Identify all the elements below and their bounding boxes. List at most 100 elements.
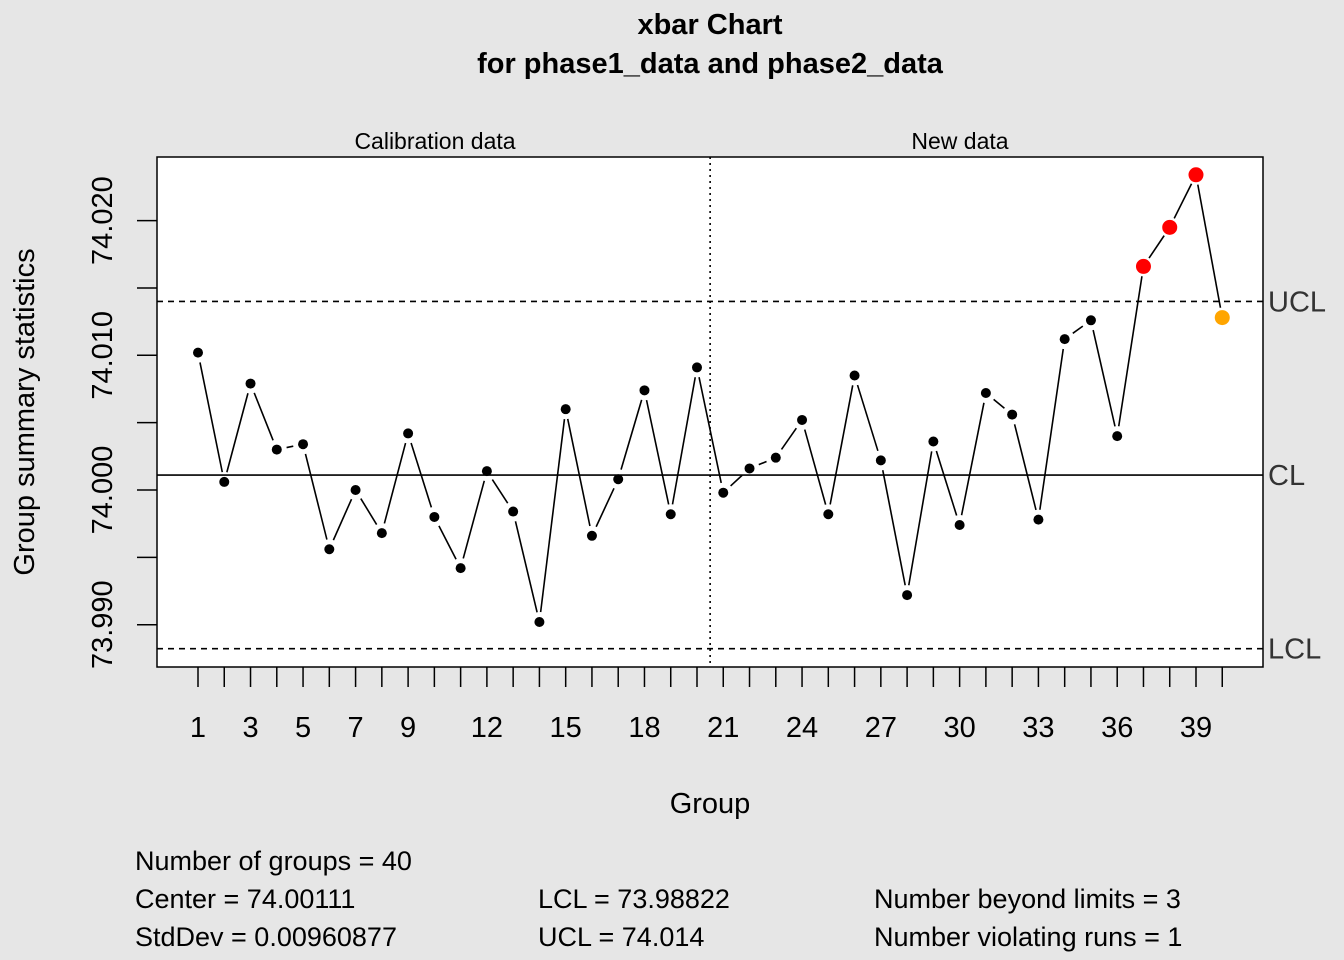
x-tick-label: 24 [786, 712, 818, 744]
data-point [1059, 334, 1070, 345]
series-segment [199, 362, 224, 473]
series-segment [595, 487, 615, 528]
series-segment [1092, 329, 1116, 427]
x-tick-label: 15 [550, 712, 582, 744]
data-point [271, 444, 282, 455]
y-axis-label: Group summary statistics [9, 248, 41, 575]
data-point [560, 404, 571, 415]
x-tick-label: 1 [190, 712, 206, 744]
series-segment [780, 427, 797, 450]
series-segment [671, 377, 697, 505]
y-tick-label: 74.010 [87, 311, 119, 400]
data-point [193, 347, 203, 358]
series-segment [1039, 348, 1065, 510]
series-segment [226, 393, 249, 473]
x-tick-label: 5 [295, 712, 311, 744]
section-label-calibration: Calibration data [354, 128, 515, 154]
data-point [1085, 315, 1096, 326]
x-axis-label: Group [670, 788, 751, 820]
series-segment [360, 498, 378, 525]
stat-center: Center = 74.00111 [135, 884, 356, 914]
data-point [245, 378, 256, 389]
series-segment [881, 470, 906, 586]
chart-subtitle: for phase1_data and phase2_data [477, 48, 944, 80]
stat-violating-runs: Number violating runs = 1 [874, 922, 1183, 952]
y-tick-label: 73.990 [87, 580, 119, 669]
data-point [928, 436, 939, 447]
data-point [403, 428, 414, 439]
data-point [1033, 514, 1044, 525]
data-point [744, 463, 755, 474]
x-tick-label: 3 [242, 712, 258, 744]
series-segment [410, 442, 433, 508]
series-segment [730, 474, 743, 487]
data-point [665, 509, 676, 520]
data-point [613, 474, 624, 485]
series-segment [253, 392, 274, 441]
stat-ucl: UCL = 74.014 [538, 922, 705, 952]
stat-lcl: LCL = 73.98822 [538, 884, 730, 914]
series-segment [829, 385, 854, 505]
series-segment [1173, 183, 1193, 219]
series-segment [856, 384, 879, 452]
series-segment [566, 418, 591, 527]
series-segment [286, 445, 294, 449]
series-segment [803, 429, 827, 505]
series-segment [645, 399, 670, 505]
x-tick-label: 9 [400, 712, 416, 744]
series-segment [438, 525, 457, 560]
lcl-label: LCL [1268, 634, 1321, 666]
series-segment [1197, 184, 1222, 308]
x-tick-label: 27 [865, 712, 897, 744]
cl-label: CL [1268, 460, 1305, 492]
series-segment [462, 480, 486, 559]
data-point [350, 485, 361, 495]
ucl-label: UCL [1268, 286, 1326, 318]
series-segment [935, 450, 958, 516]
stat-groups: Number of groups = 40 [135, 846, 412, 876]
data-point [902, 590, 913, 601]
data-point [639, 385, 650, 396]
data-point [586, 530, 597, 541]
data-point-beyond-limits [1135, 258, 1151, 274]
data-point [849, 370, 860, 381]
data-point [980, 388, 991, 399]
series-segment [907, 451, 933, 586]
section-label-new: New data [911, 128, 1008, 154]
series-segment [620, 399, 643, 470]
data-point [1112, 431, 1123, 442]
data-point [823, 509, 834, 520]
data-point [770, 452, 781, 463]
stat-beyond-limits: Number beyond limits = 3 [874, 884, 1181, 914]
data-point [691, 362, 702, 373]
series-segment [993, 398, 1005, 409]
data-point-beyond-limits [1188, 167, 1204, 183]
series-segment [304, 453, 328, 540]
data-point [481, 466, 492, 477]
x-tick-label: 30 [943, 712, 975, 744]
x-tick-label: 39 [1180, 712, 1212, 744]
x-tick-label: 21 [707, 712, 739, 744]
series-segment [1072, 325, 1084, 334]
data-point [298, 439, 309, 450]
x-tick-label: 36 [1101, 712, 1133, 744]
series-segment [332, 498, 353, 541]
series-segment [758, 460, 767, 466]
data-point [534, 617, 545, 628]
stat-stddev: StdDev = 0.00960877 [135, 922, 397, 952]
data-point [797, 414, 808, 425]
x-tick-label: 18 [628, 712, 660, 744]
y-tick-label: 74.000 [87, 446, 119, 535]
data-point [954, 520, 965, 531]
data-point [429, 511, 440, 522]
series-segment [539, 419, 566, 613]
series-segment [1117, 276, 1143, 427]
x-tick-label: 7 [348, 712, 364, 744]
data-point-violating-runs [1214, 310, 1230, 326]
series-segment [1148, 235, 1165, 259]
series-segment [1013, 424, 1037, 511]
data-point [219, 476, 230, 487]
series-segment [698, 377, 722, 484]
x-tick-label: 33 [1022, 712, 1054, 744]
